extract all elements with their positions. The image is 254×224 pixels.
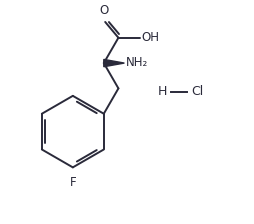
Polygon shape <box>104 59 124 67</box>
Text: O: O <box>100 4 109 17</box>
Text: H: H <box>157 85 167 98</box>
Text: Cl: Cl <box>191 85 204 98</box>
Text: OH: OH <box>141 31 159 44</box>
Text: F: F <box>70 176 76 189</box>
Text: NH₂: NH₂ <box>126 56 148 69</box>
